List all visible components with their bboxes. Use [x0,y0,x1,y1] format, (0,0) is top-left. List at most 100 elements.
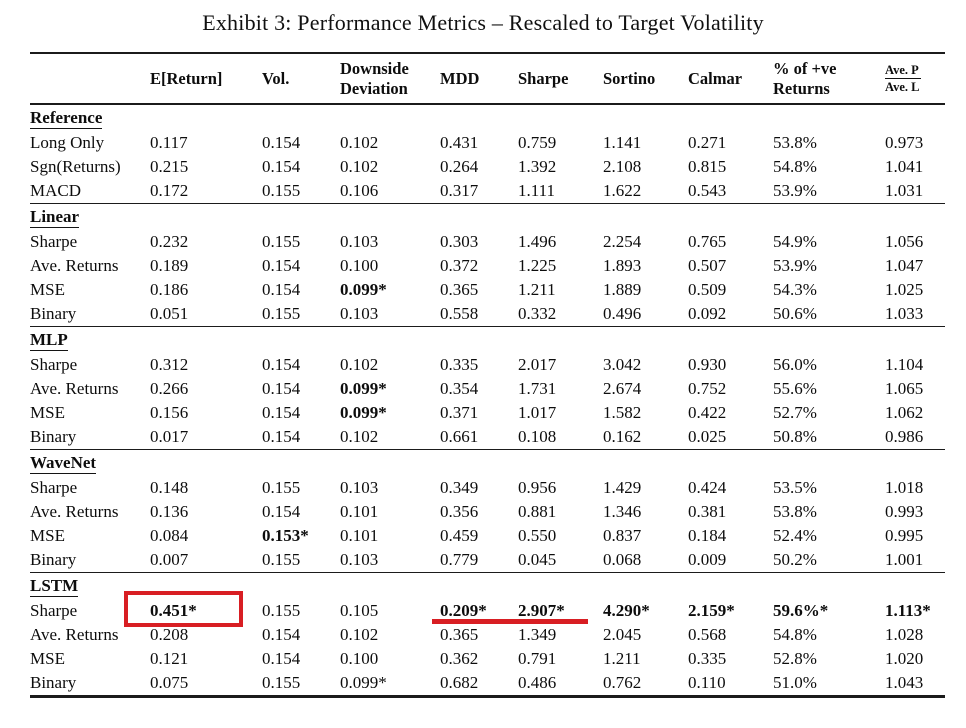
header-ave-p: Ave. P [885,63,921,79]
value-cell: 0.354 [440,379,479,398]
value-cell: 2.045 [603,625,642,644]
table-row: Long Only 0.117 0.154 0.102 0.431 0.759 1.141 0… [30,131,945,155]
value-cell: 0.568 [688,625,727,644]
value-cell: 0.156 [150,403,189,422]
table-body: Reference Long Only 0.117 0.154 0.102 0.431 0.… [30,105,945,698]
section-title-row: WaveNet [30,452,945,476]
value-cell: 0.103 [340,478,379,497]
value-cell: 0.424 [688,478,727,497]
value-cell: 0.108 [518,427,557,446]
value-cell: 0.075 [150,673,189,692]
value-cell: 53.8% [773,502,817,521]
row-label: Long Only [30,133,105,152]
value-cell: 0.099* [340,280,387,299]
value-cell: 0.381 [688,502,727,521]
value-cell: 0.459 [440,526,479,545]
value-cell: 0.431 [440,133,479,152]
value-cell: 1.033 [885,304,924,323]
value-cell: 2.108 [603,157,642,176]
value-cell: 0.154 [262,427,301,446]
value-cell: 0.993 [885,502,924,521]
value-cell: 2.017 [518,355,557,374]
value-cell: 0.349 [440,478,479,497]
value-cell: 0.365 [440,625,479,644]
table-row: Ave. Returns 0.189 0.154 0.100 0.372 1.225 1.8… [30,254,945,278]
value-cell: 0.103 [340,232,379,251]
table-row: Sharpe 0.232 0.155 0.103 0.303 1.496 2.254 0.76… [30,230,945,254]
value-cell: 0.148 [150,478,189,497]
value-cell: 1.017 [518,403,557,422]
row-label: Binary [30,673,77,692]
value-cell: 1.731 [518,379,557,398]
value-cell: 52.8% [773,649,817,668]
value-cell: 0.154 [262,502,301,521]
value-cell: 50.8% [773,427,817,446]
value-cell: 1.225 [518,256,557,275]
value-cell: 2.907* [515,601,603,624]
value-cell: 54.9% [773,232,817,251]
value-cell: 53.9% [773,256,817,275]
value-cell: 0.332 [518,304,557,323]
value-cell: 0.815 [688,157,727,176]
value-cell: 0.100 [340,256,379,275]
value-cell: 0.154 [262,133,301,152]
value-cell: 0.045 [518,550,557,569]
value-cell: 0.101 [340,526,379,545]
table-row: Binary 0.007 0.155 0.103 0.779 0.045 0.068 0.00… [30,548,945,572]
value-cell: 1.349 [518,625,557,644]
value-cell: 1.047 [885,256,924,275]
header-vol: Vol. [262,68,290,88]
table-row: Sharpe 0.148 0.155 0.103 0.349 0.956 1.429 0.42… [30,476,945,500]
value-cell: 1.043 [885,673,924,692]
value-cell: 0.106 [340,181,379,200]
value-cell: 1.062 [885,403,924,422]
value-cell: 1.211 [603,649,641,668]
value-cell: 0.496 [603,304,642,323]
value-cell: 1.141 [603,133,642,152]
section-title: WaveNet [30,453,97,474]
value-cell: 0.372 [440,256,479,275]
value-cell: 0.973 [885,133,924,152]
row-label: Sgn(Returns) [30,157,121,176]
value-cell: 4.290* [603,601,650,620]
table-row: Ave. Returns 0.208 0.154 0.102 0.365 1.349 2.0… [30,623,945,647]
value-cell: 1.001 [885,550,924,569]
header-downside-deviation: Downside Deviation [340,59,409,98]
value-cell: 0.102 [340,625,379,644]
value-cell: 0.154 [262,280,301,299]
value-cell: 0.155 [262,304,301,323]
value-cell: 0.017 [150,427,189,446]
value-cell: 0.154 [262,157,301,176]
row-label: Ave. Returns [30,625,119,644]
section-wavenet: WaveNet Sharpe 0.148 0.155 0.103 0.349 0.956 1.… [30,450,945,573]
value-cell: 0.371 [440,403,479,422]
value-cell: 0.558 [440,304,479,323]
row-label: Ave. Returns [30,502,119,521]
value-cell: 0.881 [518,502,557,521]
value-cell: 0.100 [340,649,379,668]
table-row: Binary 0.075 0.155 0.099* 0.682 0.486 0.762 0.1… [30,671,945,695]
row-label: Sharpe [30,355,78,374]
row-label: Ave. Returns [30,379,119,398]
value-cell: 59.6%* [773,601,829,620]
header-ave-p-over-ave-l: Ave. P Ave. L [885,63,945,95]
row-label: Sharpe [30,601,78,620]
value-cell: 0.172 [150,181,189,200]
value-cell: 0.186 [150,280,189,299]
value-cell: 0.189 [150,256,189,275]
row-label: MSE [30,649,65,668]
value-cell: 0.335 [440,355,479,374]
value-cell: 1.025 [885,280,924,299]
value-cell: 0.986 [885,427,924,446]
value-cell: 1.113* [885,601,931,620]
value-cell: 1.346 [603,502,642,521]
value-cell: 0.509 [688,280,727,299]
value-cell: 0.102 [340,157,379,176]
value-cell: 0.099* [340,403,387,422]
table-row: Ave. Returns 0.136 0.154 0.101 0.356 0.881 1.3… [30,500,945,524]
value-cell: 0.154 [262,649,301,668]
section-mlp: MLP Sharpe 0.312 0.154 0.102 0.335 2.017 3.042 0… [30,327,945,450]
row-label: MACD [30,181,82,200]
value-cell: 0.092 [688,304,727,323]
value-cell: 1.893 [603,256,642,275]
